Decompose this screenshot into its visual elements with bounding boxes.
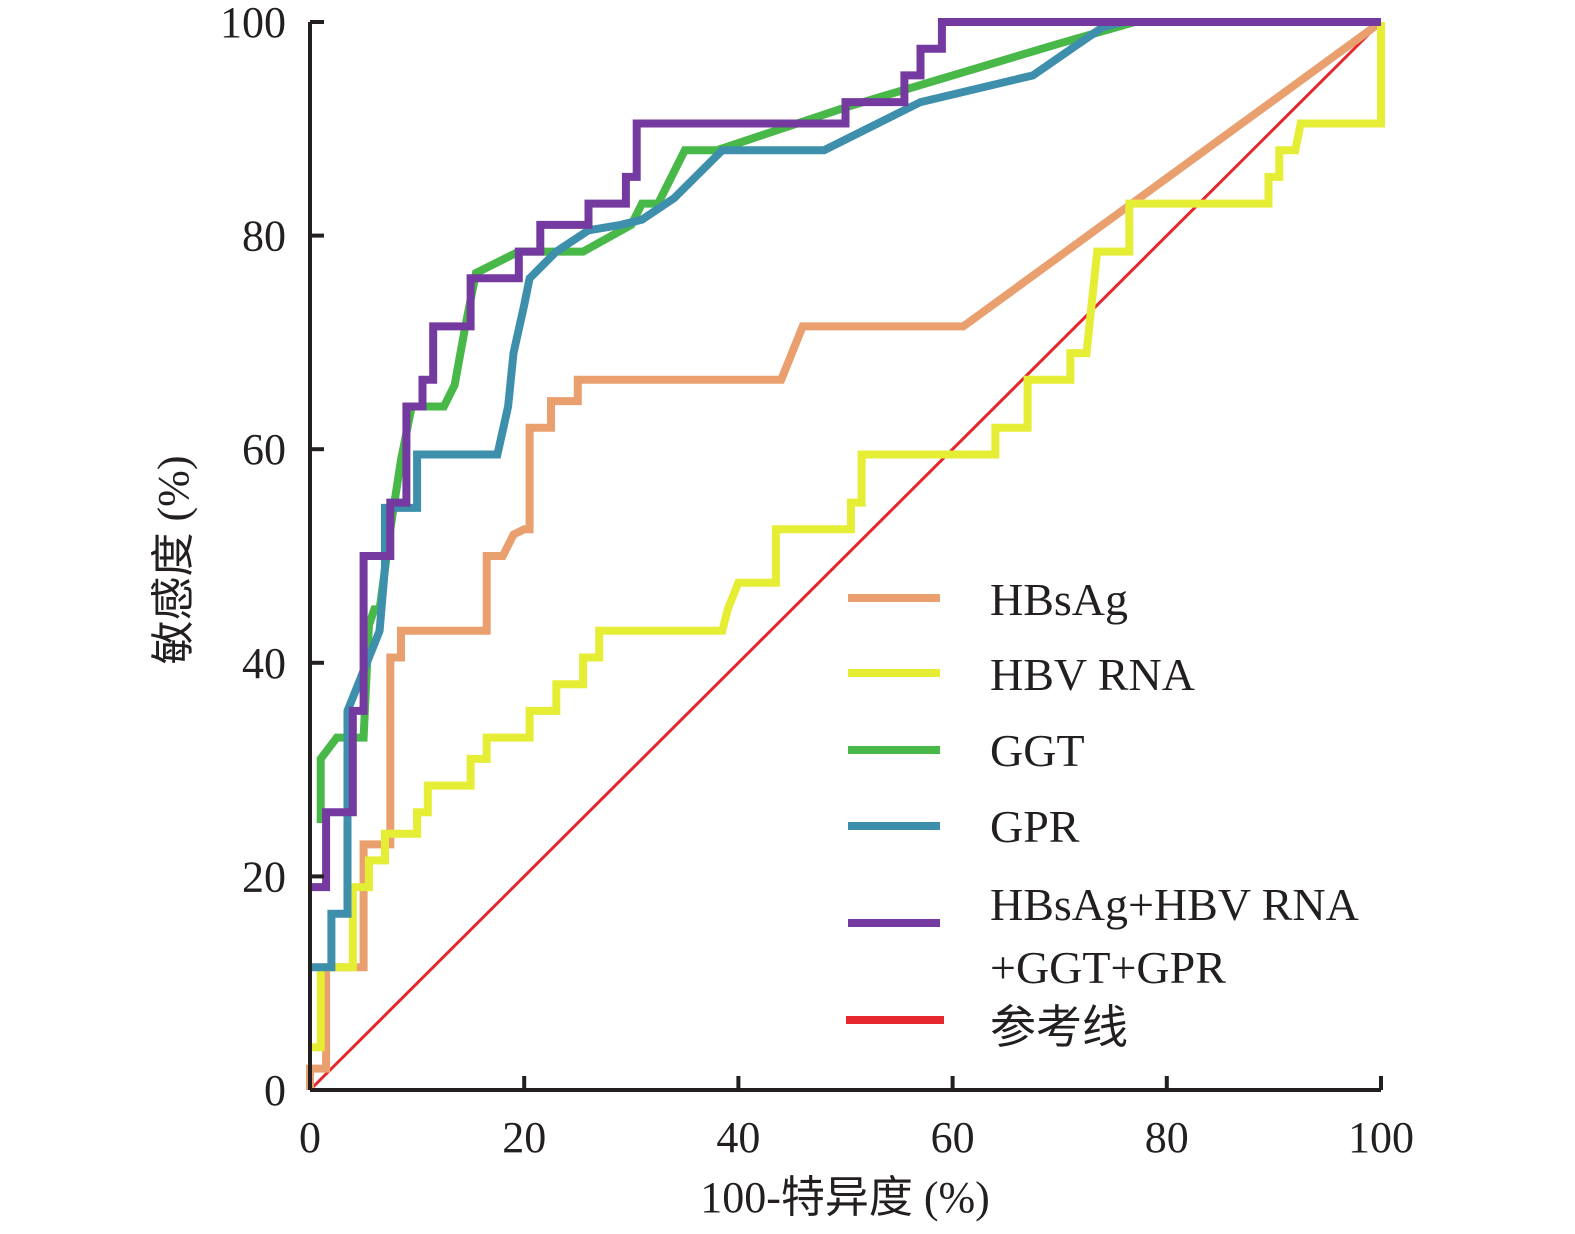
y-tick-label-100: 100 (220, 0, 286, 47)
y-tick-label-40: 40 (242, 639, 286, 688)
legend-label-hbsag: HBsAg (990, 574, 1128, 625)
legend-label-combined: HBsAg+HBV RNA +GGT+GPR (990, 879, 1368, 993)
ticks: 0 20 40 60 80 100 0 20 40 60 80 100 (220, 0, 1414, 1162)
x-tick-label-40: 40 (716, 1113, 760, 1162)
legend-label-hbv-rna: HBV RNA (990, 649, 1195, 700)
legend-item-reference: 参考线 (846, 1002, 1128, 1053)
legend-item-combined: HBsAg+HBV RNA +GGT+GPR (848, 879, 1368, 993)
legend-label-combined-line1: HBsAg+HBV RNA (990, 879, 1359, 930)
y-axis-title: 敏感度 (%) (149, 456, 198, 665)
legend-label-reference: 参考线 (990, 1002, 1128, 1053)
series-line-hbv-rna (310, 22, 1385, 1052)
x-tick-label-80: 80 (1145, 1113, 1189, 1162)
legend-item-hbv-rna: HBV RNA (848, 649, 1195, 700)
y-tick-label-60: 60 (242, 425, 286, 474)
legend-item-ggt: GGT (848, 725, 1085, 776)
legend-item-hbsag: HBsAg (848, 574, 1128, 625)
series-line-gpr (310, 18, 1125, 972)
legend-item-gpr: GPR (848, 801, 1080, 852)
x-tick-label-100: 100 (1348, 1113, 1414, 1162)
legend: HBsAg HBV RNA GGT GPR HBsAg+HBV RNA +GGT… (846, 574, 1368, 1053)
legend-label-combined-line2: +GGT+GPR (990, 942, 1226, 993)
legend-label-ggt: GGT (990, 725, 1085, 776)
y-tick-label-80: 80 (242, 212, 286, 261)
legend-label-gpr: GPR (990, 801, 1080, 852)
series-layer (306, 18, 1385, 1092)
x-tick-label-0: 0 (299, 1113, 321, 1162)
y-tick-label-0: 0 (264, 1066, 286, 1115)
series-line-ggt (316, 18, 1136, 823)
x-tick-label-20: 20 (502, 1113, 546, 1162)
series-line-combined (310, 18, 1381, 892)
series-line-hbsag (306, 18, 1384, 1090)
axes (308, 22, 1381, 1092)
x-axis-title: 100-特异度 (%) (700, 1173, 990, 1222)
y-tick-label-20: 20 (242, 852, 286, 901)
x-tick-label-60: 60 (931, 1113, 975, 1162)
